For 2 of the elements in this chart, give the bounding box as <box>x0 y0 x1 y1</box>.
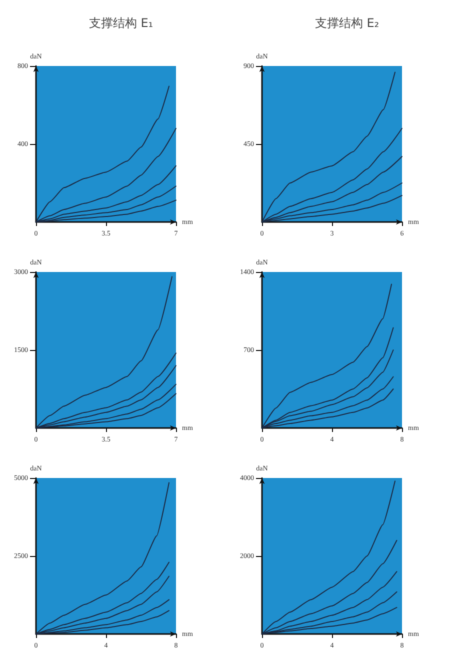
chart-title: 支撑结构 E₁ <box>88 16 154 30</box>
chart-title: 支撑结构 E₂ <box>314 16 380 30</box>
